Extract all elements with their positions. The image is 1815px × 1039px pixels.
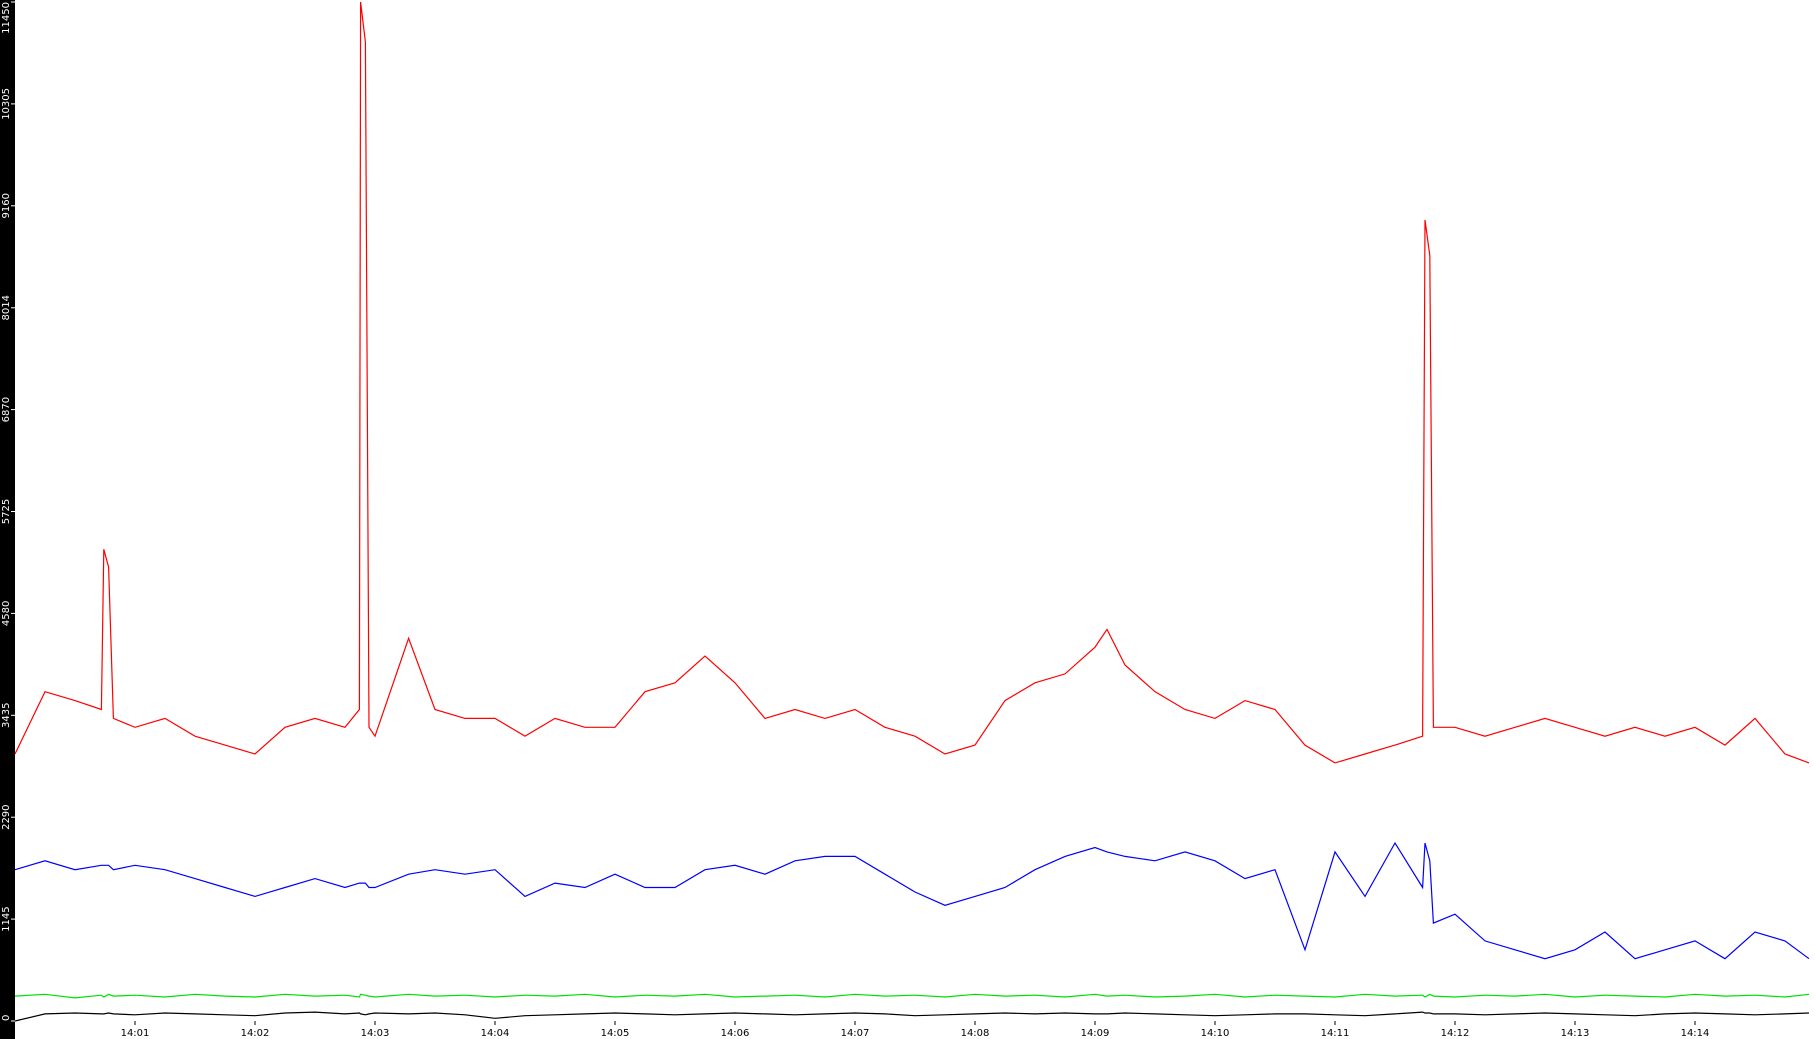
y-tick-label: 8014 [1,295,12,320]
x-tick-label: 14:07 [841,1028,870,1039]
x-tick-label: 14:04 [481,1028,510,1039]
y-tick-label: 0 [1,1015,12,1021]
y-tick-label: 3435 [1,703,12,728]
y-tick-label: 1145 [1,906,12,931]
y-tick-label: 5725 [1,499,12,524]
x-tick-label: 14:02 [241,1028,270,1039]
x-tick-label: 14:13 [1561,1028,1590,1039]
x-tick-label: 14:01 [121,1028,150,1039]
y-tick-label: 6870 [1,397,12,422]
x-tick-label: 14:03 [361,1028,390,1039]
x-tick-label: 14:09 [1081,1028,1110,1039]
y-tick-label: 11450 [1,2,12,34]
x-tick-label: 14:10 [1201,1028,1230,1039]
y-axis-band [0,0,15,1039]
x-tick-label: 14:08 [961,1028,990,1039]
y-tick-label: 2290 [1,804,12,829]
x-tick-label: 14:14 [1681,1028,1710,1039]
series-line [14,1,1810,764]
series-line [14,841,1810,960]
series-line [14,1011,1810,1022]
x-tick-label: 14:11 [1321,1028,1350,1039]
y-tick-label: 9160 [1,193,12,218]
y-tick-label: 4580 [1,601,12,626]
y-tick-label: 10305 [1,88,12,120]
x-tick-label: 14:12 [1441,1028,1470,1039]
series-line [14,993,1810,999]
x-tick-label: 14:06 [721,1028,750,1039]
x-tick-label: 14:05 [601,1028,630,1039]
